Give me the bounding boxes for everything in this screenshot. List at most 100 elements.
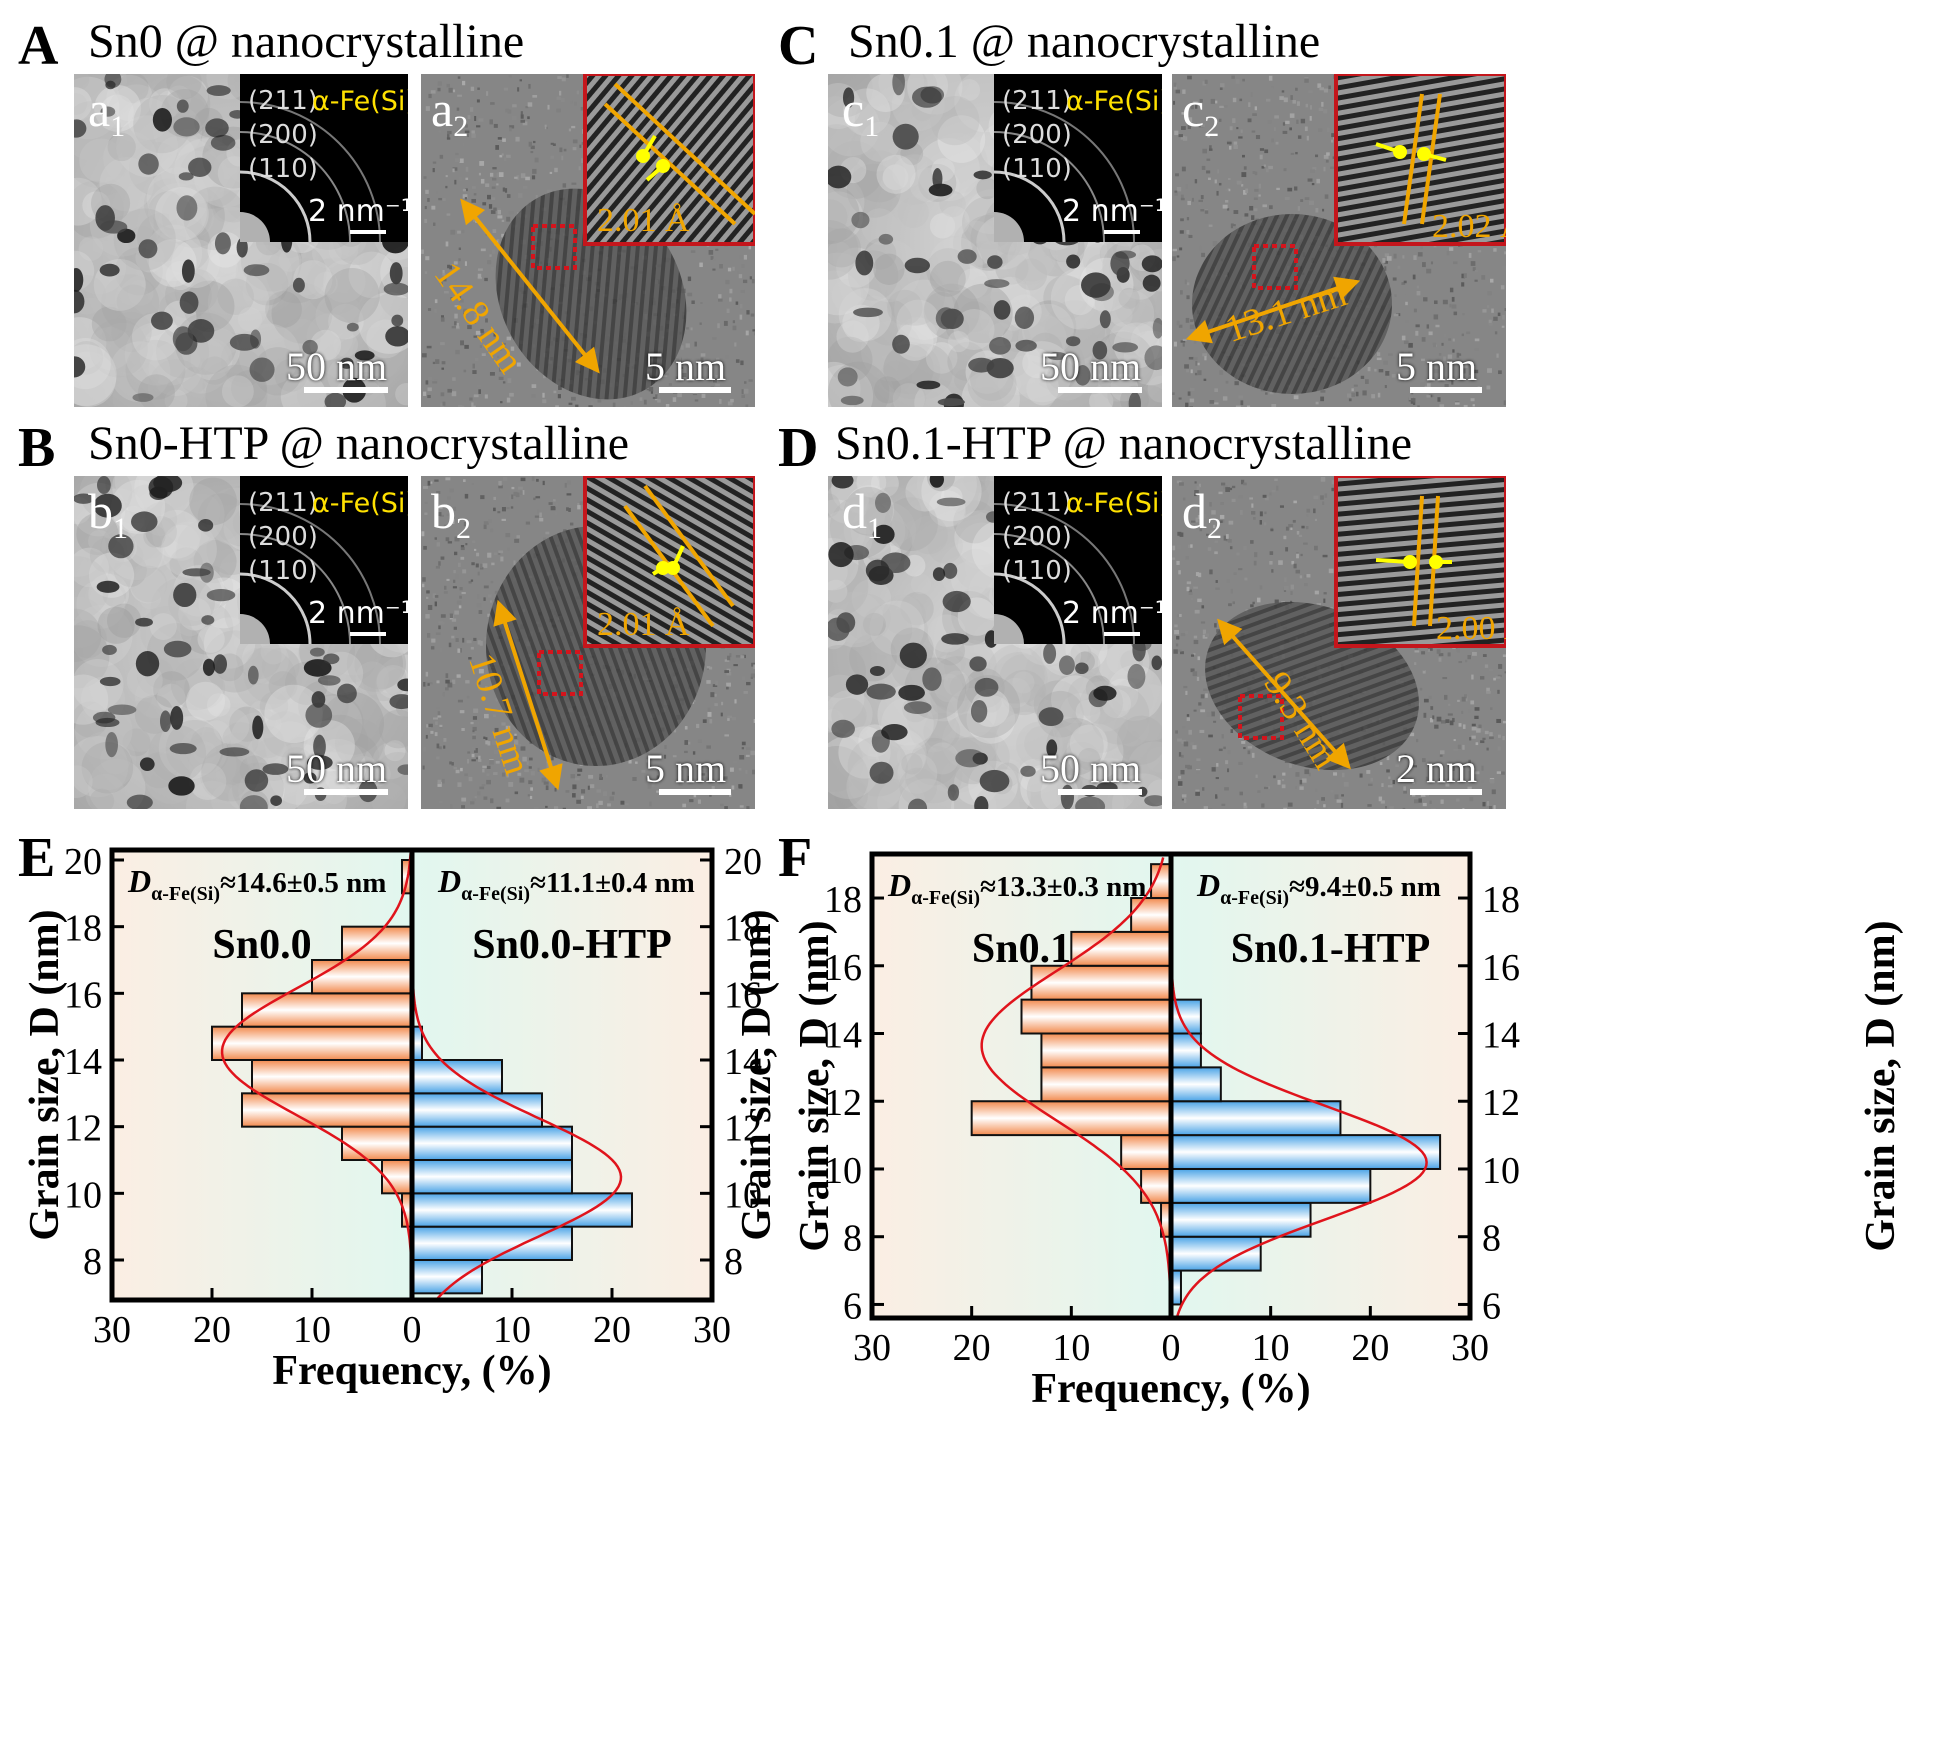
x-tick-label: 30 [1451, 1327, 1489, 1369]
image-label-sub: 1 [864, 110, 880, 143]
y-tick-label-right: 6 [1482, 1285, 1501, 1327]
x-tick-label: 0 [403, 1309, 422, 1351]
saed-scale-bar [350, 632, 386, 636]
y-axis-label-right: Grain size, D (nm) [1858, 920, 1904, 1251]
image-label-a2: a2 [431, 84, 468, 142]
x-axis-label: Frequency, (%) [272, 1348, 551, 1394]
scale-bar [659, 387, 731, 393]
histogram-bar [341, 1125, 413, 1161]
series-stat: Dα-Fe(Si)≈11.1±0.4 nm [437, 863, 695, 905]
panel-letter-f: F [778, 827, 813, 889]
y-tick-label-left: 12 [824, 1082, 862, 1124]
image-label-base: d [842, 483, 867, 539]
saed-pattern [240, 101, 381, 242]
series-stat: Dα-Fe(Si)≈14.6±0.5 nm [127, 863, 386, 905]
image-label-base: c [1182, 81, 1205, 137]
x-tick-label: 10 [493, 1309, 531, 1351]
series-name: Sn0.1-HTP [1231, 926, 1431, 972]
y-tick-label-left: 20 [64, 841, 102, 883]
saed-phase-label: α-Fe(Si) [312, 488, 408, 519]
series-name: Sn0.0-HTP [472, 922, 672, 968]
image-label-base: b [431, 483, 456, 539]
saed-ring-label: (200) [1002, 120, 1072, 150]
histogram-bar [211, 1025, 413, 1062]
image-label-base: c [842, 81, 865, 137]
saed-scale-bar [350, 230, 386, 234]
y-tick-label-right: 12 [1482, 1082, 1520, 1124]
scale-bar-label: 5 nm [1396, 344, 1478, 389]
y-tick-label-right: 18 [1482, 879, 1520, 921]
y-tick-label-right: 8 [724, 1241, 743, 1283]
panel-letter-e: E [18, 827, 56, 889]
fit-curve [220, 853, 414, 1300]
histogram-bar [411, 1059, 503, 1095]
tem-image-d2: d22.00 Å9.3 nm2 nm [1172, 476, 1506, 809]
image-label-sub: 1 [113, 512, 128, 545]
tem-image-c2: c22.02 Å13.1 nm5 nm [1172, 74, 1506, 407]
panel-letter-c: C [778, 15, 819, 77]
y-tick-label-right: 16 [724, 974, 762, 1016]
image-label-sub: 1 [867, 512, 882, 545]
x-tick-label: 30 [93, 1309, 131, 1351]
saed-phase-label: α-Fe(Si) [1066, 488, 1162, 519]
saed-ring-label: (110) [248, 154, 318, 184]
scale-bar-label: 5 nm [645, 746, 727, 791]
image-label-d1: d1 [842, 486, 882, 544]
histogram-bar [341, 925, 413, 961]
panel-title-c: Sn0.1 @ nanocrystalline [848, 15, 1321, 68]
hrtem-texture [1172, 476, 1506, 809]
saed-scale-label: 2 nm⁻¹ [1062, 194, 1162, 229]
saed-ring-label: (211) [1002, 488, 1072, 518]
saed-inset-d1: (211) (200) (110) α-Fe(Si) 2 nm⁻¹ [994, 476, 1162, 644]
saed-ring-label: (110) [1002, 556, 1072, 586]
image-label-base: d [1182, 483, 1207, 539]
scale-bar [304, 387, 388, 393]
y-tick-label-right: 14 [724, 1041, 762, 1083]
x-tick-label: 0 [1162, 1327, 1181, 1369]
histogram-bar [311, 959, 413, 995]
hrtem-texture [1172, 74, 1506, 407]
y-tick-label-left: 16 [824, 947, 862, 989]
saed-ring-label: (200) [248, 120, 318, 150]
saed-scale-label: 2 nm⁻¹ [308, 596, 408, 631]
panel-letter-b: B [18, 417, 56, 479]
scale-bar-label: 50 nm [286, 344, 388, 389]
hrtem-texture [421, 74, 755, 407]
histogram-bar [1170, 1066, 1222, 1103]
histogram-bar [1040, 1066, 1172, 1103]
y-tick-label-right: 18 [724, 908, 762, 950]
saed-phase-label: α-Fe(Si) [312, 86, 408, 117]
saed-scale-bar [1104, 230, 1140, 234]
scale-bar-label: 50 nm [1040, 746, 1142, 791]
histogram-bar [1170, 1032, 1202, 1069]
image-label-base: b [88, 483, 113, 539]
y-tick-label-left: 16 [64, 974, 102, 1016]
saed-phase-label: α-Fe(Si) [1066, 86, 1162, 117]
histogram-bar [1130, 897, 1172, 933]
histogram-bar [411, 1125, 573, 1161]
histogram-bar [241, 992, 413, 1028]
scale-bar [659, 789, 731, 795]
histogram-bar [381, 1159, 413, 1195]
image-label-base: a [88, 81, 111, 137]
saed-ring-label: (110) [248, 556, 318, 586]
y-tick-label-right: 16 [1482, 947, 1520, 989]
image-label-sub: 2 [1207, 512, 1222, 545]
d-spacing-label: 2.01 Å [597, 202, 690, 239]
y-tick-label-right: 10 [1482, 1150, 1520, 1192]
y-tick-label-left: 8 [83, 1241, 102, 1283]
y-tick-label-left: 10 [824, 1150, 862, 1192]
scale-bar [1410, 387, 1482, 393]
y-axis-label-left: Grain size, D (nm) [792, 920, 838, 1251]
tem-image-b2: b2 2.01 Å 10.7 nm 5 nm [421, 476, 755, 809]
saed-ring-label: (200) [248, 522, 318, 552]
d-spacing-label: 2.00 Å [1436, 610, 1506, 647]
image-label-d2: d2 [1182, 486, 1222, 544]
saed-scale-label: 2 nm⁻¹ [1062, 596, 1162, 631]
x-tick-label: 10 [1252, 1327, 1290, 1369]
y-tick-label-right: 20 [724, 841, 762, 883]
scale-bar [1058, 789, 1142, 795]
histogram-bar [1170, 1167, 1372, 1204]
y-axis-label-right: Grain size, D (nm) [734, 909, 780, 1240]
image-label-c2: c2 [1182, 84, 1219, 142]
